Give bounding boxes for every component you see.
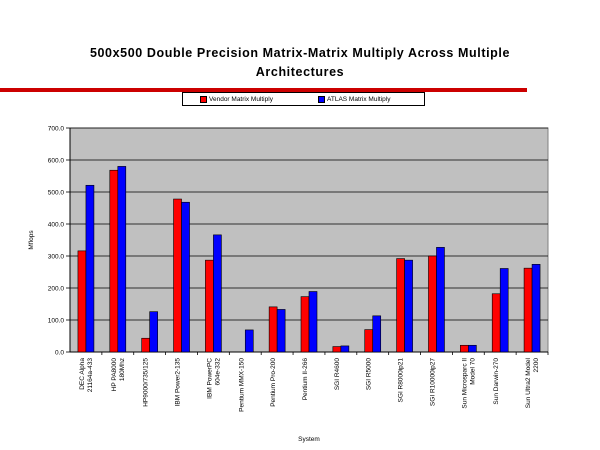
- bar-atlas: [468, 344, 477, 353]
- bar-vendor: [332, 346, 342, 353]
- x-category-label: Pentium Pro-200: [270, 358, 277, 407]
- bar-vendor: [523, 267, 533, 353]
- x-category-label: SGI R8000ip21: [398, 358, 405, 403]
- bar-atlas: [531, 264, 541, 353]
- bar-atlas: [181, 201, 190, 353]
- x-category-label-line: Sun Microsparc II: [461, 358, 468, 409]
- x-category-label: IBM Power2-135: [175, 358, 182, 407]
- bar-atlas: [244, 329, 254, 353]
- x-category-label: SGI R10000ip27: [429, 358, 436, 406]
- y-tick-label: 700.0: [48, 126, 65, 133]
- bar-vendor: [428, 255, 437, 353]
- x-category-label-line: HP9000/735/125: [143, 358, 150, 407]
- x-category-label: Pentium II-266: [302, 358, 309, 401]
- y-tick-label: 300.0: [48, 254, 65, 261]
- legend-item-atlas: ATLAS Matrix Multiply: [318, 95, 390, 104]
- bar-vendor: [77, 250, 87, 353]
- bar-vendor: [396, 258, 405, 353]
- bar-atlas: [149, 311, 158, 353]
- y-tick-label: 100.0: [48, 318, 65, 325]
- chart-title-line-2: Architectures: [255, 65, 345, 79]
- chart-title-line-1: 500x500 Double Precision Matrix-Matrix M…: [89, 46, 511, 60]
- bar-atlas: [85, 184, 95, 353]
- bar-vendor: [205, 259, 214, 353]
- y-tick-label: 0.0: [55, 350, 64, 357]
- x-category-label-line: 2200: [533, 358, 540, 373]
- x-category-label: DEC Alpha21164a-433: [79, 358, 94, 393]
- bar-atlas: [436, 247, 445, 353]
- x-category-label-line: DEC Alpha: [79, 358, 86, 390]
- x-category-label-line: Sun Darwin-270: [493, 358, 500, 405]
- bar-vendor: [491, 293, 501, 353]
- x-category-label: Sun Microsparc IIModel 70: [461, 358, 476, 409]
- bar-vendor: [300, 296, 310, 353]
- x-category-label: Sun Darwin-270: [493, 358, 500, 405]
- y-tick-label: 200.0: [48, 286, 65, 293]
- bar-vendor: [364, 329, 374, 353]
- x-category-label-line: Pentium II-266: [302, 358, 309, 401]
- x-category-label: IBM PowerPC604e-332: [206, 358, 221, 399]
- x-category-label-line: SGI R4600: [334, 358, 341, 391]
- x-category-label-line: SGI R10000ip27: [429, 358, 436, 406]
- chart-legend: Vendor Matrix Multiply ATLAS Matrix Mult…: [182, 92, 425, 106]
- x-category-label-line: SGI R8000ip21: [398, 358, 405, 403]
- x-category-label-line: 604e-332: [214, 358, 221, 386]
- x-category-label-line: Pentium Pro-200: [270, 358, 277, 407]
- x-category-label-line: 21164a-433: [87, 358, 94, 393]
- legend-swatch-atlas: [318, 95, 325, 103]
- x-category-label-line: SGI R5000: [366, 358, 373, 391]
- x-category-label: SGI R4600: [334, 358, 341, 391]
- legend-swatch-vendor: [200, 95, 207, 103]
- bar-atlas: [499, 268, 509, 353]
- bar-vendor: [109, 169, 119, 353]
- x-category-label-line: IBM Power2-135: [175, 358, 182, 407]
- bar-atlas: [340, 345, 350, 353]
- y-tick-label: 500.0: [48, 190, 65, 197]
- bar-vendor: [460, 344, 469, 353]
- legend-label-vendor: Vendor Matrix Multiply: [209, 96, 273, 103]
- bar-atlas: [276, 309, 286, 353]
- bar-atlas: [372, 315, 382, 353]
- x-category-label: SGI R5000: [366, 358, 373, 391]
- bar-atlas: [117, 166, 127, 353]
- legend-item-vendor: Vendor Matrix Multiply: [200, 95, 273, 104]
- x-category-label-line: IBM PowerPC: [206, 358, 213, 399]
- x-category-label: HP9000/735/125: [143, 358, 150, 407]
- x-category-label-line: HP PA8000: [111, 358, 118, 392]
- bar-atlas: [404, 259, 413, 353]
- legend-label-atlas: ATLAS Matrix Multiply: [327, 96, 391, 103]
- bar-vendor: [268, 306, 278, 353]
- y-tick-label: 400.0: [48, 222, 65, 229]
- x-axis-title: System: [298, 436, 320, 443]
- x-category-label-line: 180Mhz: [119, 358, 126, 381]
- x-category-label-line: Model 70: [469, 358, 476, 385]
- bar-atlas: [308, 291, 318, 353]
- bar-vendor: [173, 198, 182, 353]
- bar-vendor: [141, 337, 150, 353]
- x-category-label-line: Pentium MMX-150: [238, 358, 245, 412]
- bar-atlas: [213, 234, 222, 353]
- x-category-label: HP PA8000180Mhz: [111, 358, 126, 392]
- x-category-label-line: Sun Ultra2 Model: [525, 357, 532, 408]
- chart-title: 500x500 Double Precision Matrix-Matrix M…: [0, 44, 600, 82]
- x-category-label: Sun Ultra2 Model2200: [525, 357, 540, 408]
- y-axis-title: Mflops: [28, 230, 35, 250]
- red-rule-divider: [0, 88, 527, 92]
- x-category-label: Pentium MMX-150: [238, 358, 245, 412]
- y-tick-label: 600.0: [48, 158, 65, 165]
